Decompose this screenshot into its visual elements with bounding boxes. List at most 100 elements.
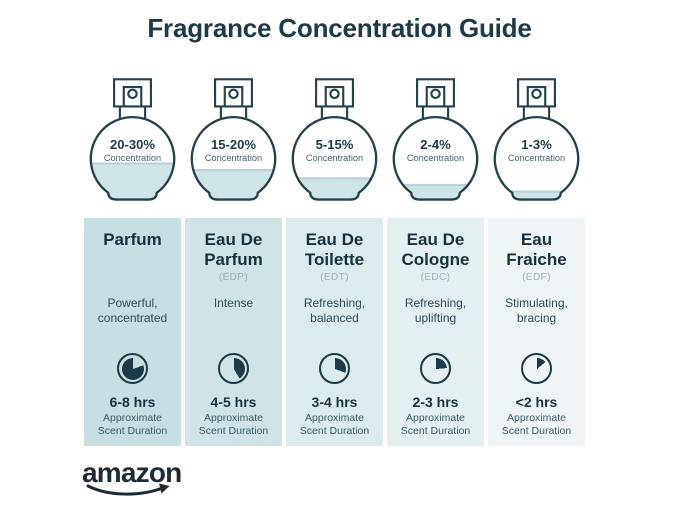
duration-caption: Approximate Scent Duration <box>488 412 585 438</box>
perfume-bottle-eau-de-toilette: 5-15% Concentration <box>286 68 383 206</box>
clock-pie-fill <box>424 357 447 380</box>
description-line1: Refreshing, <box>404 296 467 310</box>
column-parfum: Parfum Powerful, concentrated 6-8 hrs Ap… <box>84 218 181 446</box>
duration-caption: Approximate Scent Duration <box>84 412 181 438</box>
bottle-body-outline <box>190 115 277 201</box>
description-line1: Powerful, <box>107 296 158 310</box>
concentration-percent: 2-4% <box>420 137 451 152</box>
column-description: Refreshing, uplifting <box>387 296 484 327</box>
description-line1: Stimulating, <box>505 296 568 310</box>
duration-hours: 4-5 hrs <box>210 394 257 410</box>
bottle-icon: 1-3% Concentration <box>493 78 580 201</box>
bottle-nozzle-hole <box>228 88 239 100</box>
bottle-body-outline <box>89 115 176 201</box>
caption-line1: Approximate <box>305 412 364 424</box>
perfume-bottle-eau-fraiche: 1-3% Concentration <box>488 68 585 206</box>
column-abbreviation: (EDP) <box>218 272 249 283</box>
column-description: Stimulating, bracing <box>488 296 585 327</box>
duration-hours: 2-3 hrs <box>412 394 459 410</box>
column-description: Intense <box>185 296 282 327</box>
liquid-surface-line <box>90 162 175 165</box>
fragrance-type-table: Parfum Powerful, concentrated 6-8 hrs Ap… <box>84 218 585 446</box>
bottle-icon: 5-15% Concentration <box>291 78 378 201</box>
bottles-row: 20-30% Concentration 15-20% Concentratio… <box>84 68 585 206</box>
clock-icon <box>420 353 451 384</box>
liquid-fill <box>292 177 377 200</box>
description-line2: bracing <box>516 311 557 325</box>
liquid-fill <box>393 183 478 200</box>
bottle-icon: 20-30% Concentration <box>89 78 176 201</box>
column-abbreviation: (EDT) <box>320 272 349 283</box>
caption-line2: Scent Duration <box>97 425 168 437</box>
bottle-nozzle-hole <box>329 88 340 100</box>
column-eau-fraiche: Eau Fraiche (EDF) Stimulating, bracing <… <box>488 218 585 446</box>
liquid-surface-line <box>292 177 377 180</box>
caption-line2: Scent Duration <box>501 425 572 437</box>
perfume-bottle-eau-de-cologne: 2-4% Concentration <box>387 68 484 206</box>
perfume-bottle-eau-de-parfum: 15-20% Concentration <box>185 68 282 206</box>
column-abbreviation <box>84 272 181 287</box>
caption-line1: Approximate <box>406 412 465 424</box>
caption-line2: Scent Duration <box>400 425 471 437</box>
clock-icon <box>117 353 148 384</box>
column-title-line1: Eau De <box>305 230 364 249</box>
liquid-surface-line <box>191 169 276 172</box>
column-title: Eau De Cologne <box>387 230 484 271</box>
clock-icon <box>521 353 552 384</box>
column-title-line2: Parfum <box>204 250 263 269</box>
liquid-surface-line <box>393 183 478 187</box>
column-title-line1: Eau De <box>204 230 263 249</box>
column-description: Refreshing, balanced <box>286 296 383 327</box>
amazon-smile-icon <box>86 483 170 496</box>
concentration-label: Concentration <box>306 153 363 163</box>
amazon-logo-text: amazon <box>82 457 182 488</box>
column-title-line1: Parfum <box>103 230 162 249</box>
concentration-percent: 15-20% <box>211 137 256 152</box>
duration-hours: 3-4 hrs <box>311 394 358 410</box>
page-title: Fragrance Concentration Guide <box>147 13 532 43</box>
bottle-body-outline <box>392 115 479 201</box>
bottle-icon: 2-4% Concentration <box>392 78 479 201</box>
description-line2: balanced <box>310 311 359 325</box>
perfume-bottle-parfum: 20-30% Concentration <box>84 68 181 206</box>
duration-caption: Approximate Scent Duration <box>185 412 282 438</box>
concentration-label: Concentration <box>205 153 262 163</box>
description-line2: concentrated <box>97 311 168 325</box>
clock-icon <box>218 353 249 384</box>
concentration-percent: 20-30% <box>110 137 155 152</box>
column-eau-de-toilette: Eau De Toilette (EDT) Refreshing, balanc… <box>286 218 383 446</box>
bottle-body-outline <box>291 115 378 201</box>
concentration-percent: 5-15% <box>316 137 354 152</box>
clock-icon <box>319 353 350 384</box>
caption-line1: Approximate <box>204 412 263 424</box>
liquid-surface-line <box>494 190 579 193</box>
bottle-nozzle-hole <box>127 88 138 100</box>
description-line1: Refreshing, <box>303 296 366 310</box>
bottle-nozzle-hole <box>531 88 542 100</box>
description-line2: uplifting <box>414 311 457 325</box>
caption-line1: Approximate <box>103 412 162 424</box>
column-eau-de-parfum: Eau De Parfum (EDP) Intense 4-5 hrs Appr… <box>185 218 282 446</box>
column-title-line1: Eau <box>520 230 553 249</box>
clock-pie-fill <box>222 357 245 380</box>
column-eau-de-cologne: Eau De Cologne (EDC) Refreshing, uplifti… <box>387 218 484 446</box>
column-title-line1: Eau De <box>406 230 465 249</box>
concentration-label: Concentration <box>508 153 565 163</box>
column-title-line2: Toilette <box>304 250 365 269</box>
concentration-percent: 1-3% <box>521 137 552 152</box>
column-title: Parfum <box>84 230 181 271</box>
concentration-label: Concentration <box>104 153 161 163</box>
clock-pie-fill <box>121 357 144 380</box>
bottle-body-outline <box>493 115 580 201</box>
caption-line2: Scent Duration <box>198 425 269 437</box>
amazon-logo: amazon <box>82 459 182 498</box>
column-abbreviation: (EDF) <box>522 272 551 283</box>
clock-pie-fill <box>323 357 346 380</box>
duration-hours: 6-8 hrs <box>109 394 156 410</box>
caption-line2: Scent Duration <box>299 425 370 437</box>
description-line1: Intense <box>213 296 254 310</box>
column-title: Eau Fraiche <box>488 230 585 271</box>
clock-pie-fill <box>525 357 548 380</box>
duration-caption: Approximate Scent Duration <box>387 412 484 438</box>
